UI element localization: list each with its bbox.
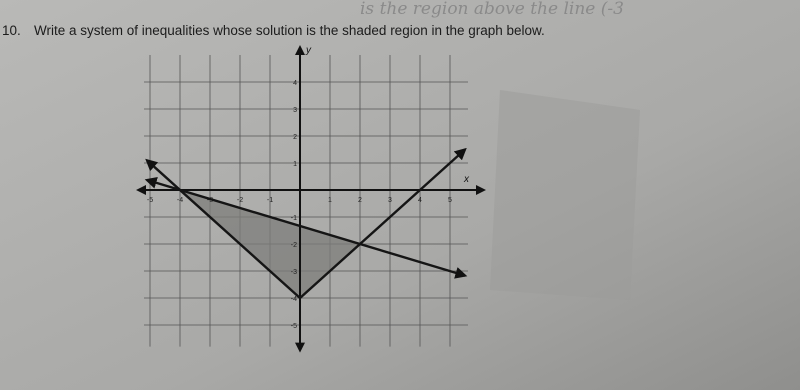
y-tick-label: 4 bbox=[293, 80, 297, 87]
x-tick-label: 4 bbox=[418, 197, 422, 204]
x-tick-label: -2 bbox=[237, 197, 243, 204]
y-axis-label: y bbox=[305, 45, 312, 56]
question-number: 10. bbox=[2, 23, 21, 38]
x-axis-label: x bbox=[463, 174, 470, 185]
y-tick-label: -5 bbox=[291, 323, 297, 330]
x-tick-label: 2 bbox=[358, 197, 362, 204]
y-tick-label: -1 bbox=[291, 215, 297, 222]
y-tick-label: 2 bbox=[293, 134, 297, 141]
y-tick-label: -2 bbox=[291, 242, 297, 249]
question-text: Write a system of inequalities whose sol… bbox=[34, 23, 545, 38]
x-tick-label: 5 bbox=[448, 197, 452, 204]
y-tick-label: -3 bbox=[291, 269, 297, 276]
x-tick-label: 1 bbox=[328, 197, 332, 204]
y-tick-label: 3 bbox=[293, 107, 297, 114]
x-tick-label: 3 bbox=[388, 197, 392, 204]
y-tick-label: 1 bbox=[293, 161, 297, 168]
boundary-line bbox=[144, 177, 468, 279]
handwritten-note: is the region above the line (-3 bbox=[360, 0, 624, 19]
bleed-through bbox=[490, 90, 640, 300]
x-tick-label: -5 bbox=[147, 197, 153, 204]
x-tick-label: -4 bbox=[177, 197, 183, 204]
y-tick-label: -4 bbox=[291, 296, 297, 303]
x-tick-label: -1 bbox=[267, 197, 273, 204]
